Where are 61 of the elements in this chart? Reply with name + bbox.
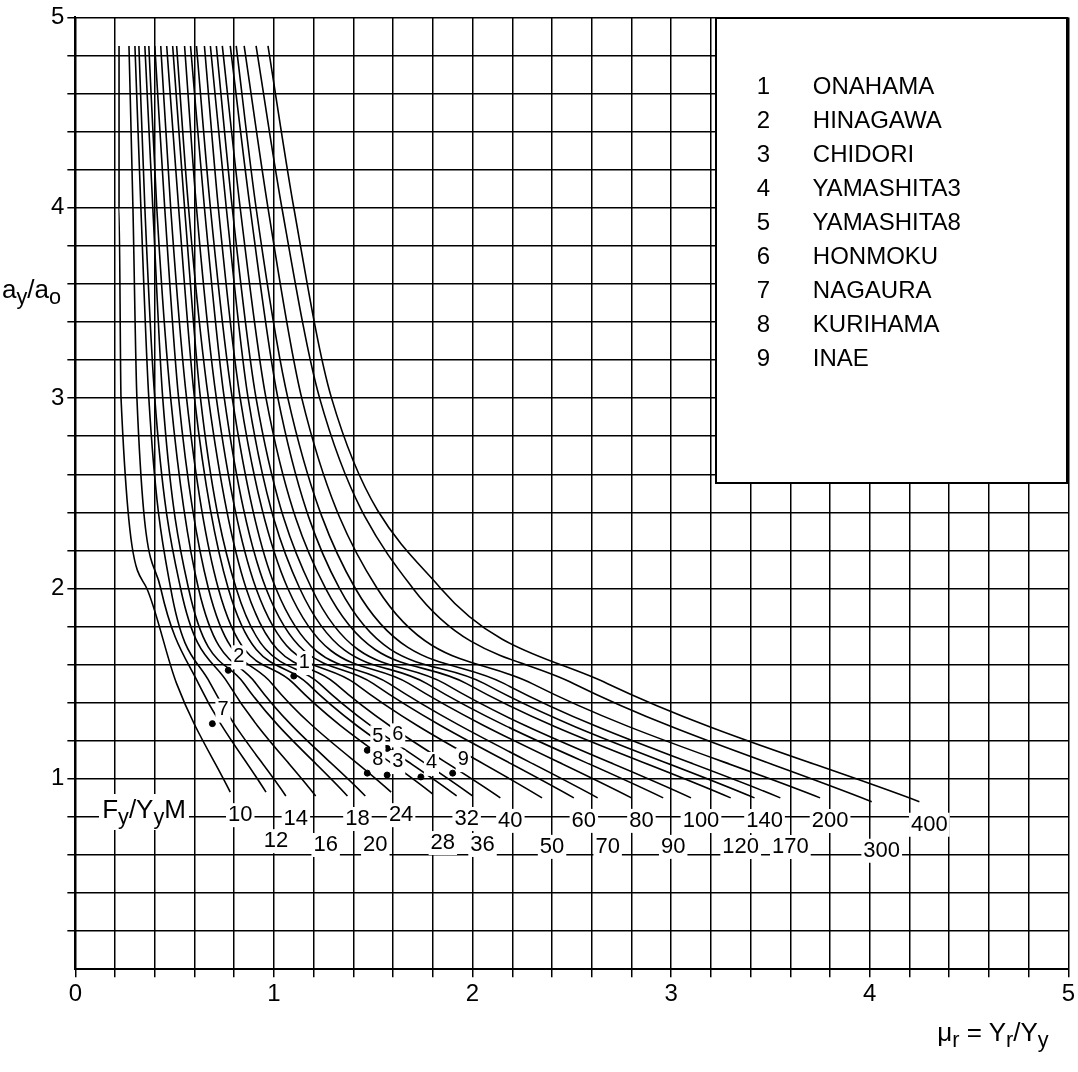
y-axis-title: a$_{y}$/a$_{o}$ bbox=[2, 274, 62, 311]
y-tick-label: 3 bbox=[50, 382, 65, 410]
series-label: 300 bbox=[863, 836, 901, 862]
point bbox=[208, 720, 216, 728]
series-label: 200 bbox=[811, 806, 849, 832]
series-label: 32 bbox=[454, 805, 479, 831]
point bbox=[363, 746, 371, 754]
x-tick-label: 2 bbox=[465, 979, 480, 1007]
y-tick-label: 5 bbox=[50, 2, 65, 30]
series-label: 120 bbox=[722, 832, 760, 858]
series-label: 20 bbox=[363, 831, 388, 857]
series-label: 16 bbox=[313, 831, 338, 857]
annotation: 1 ONAHAMA bbox=[756, 71, 936, 102]
y-tick-label: 1 bbox=[50, 763, 65, 791]
annotation: 2 HINAGAWA bbox=[756, 105, 943, 136]
series-label: 60 bbox=[571, 806, 597, 832]
x-tick-label: 5 bbox=[1061, 979, 1076, 1007]
x-tick-label: 1 bbox=[267, 979, 281, 1007]
annotation: 3 CHIDORI bbox=[756, 139, 916, 170]
series-label: 400 bbox=[911, 810, 948, 836]
annotation: 4 bbox=[425, 750, 438, 773]
series-label: 140 bbox=[746, 806, 783, 832]
annotation: 1 bbox=[298, 649, 310, 672]
series-label: 12 bbox=[263, 827, 289, 853]
point bbox=[383, 771, 391, 779]
annotation: 5 bbox=[372, 723, 384, 746]
x-tick-label: 0 bbox=[68, 979, 83, 1007]
point bbox=[417, 773, 425, 781]
y-tick-label: 2 bbox=[50, 573, 65, 601]
legend-title: F$_{y}$/Y$_{y}$M bbox=[99, 794, 189, 831]
annotation: 9 bbox=[457, 746, 469, 769]
y-tick-label: 4 bbox=[50, 192, 65, 220]
point bbox=[290, 672, 298, 680]
series-label: 100 bbox=[682, 806, 720, 832]
series-label: 14 bbox=[283, 805, 309, 831]
annotation: 4 YAMASHITA3 bbox=[756, 173, 962, 204]
x-tick-label: 4 bbox=[863, 979, 877, 1007]
annotation: 7 bbox=[217, 697, 229, 720]
series-label: 18 bbox=[345, 805, 370, 831]
annotation: 6 bbox=[392, 721, 404, 744]
series-label: 170 bbox=[772, 832, 809, 858]
x-axis-title: μ$_{r}$ = Y$_{r}$/Y$_{y}$ bbox=[937, 1017, 1049, 1054]
point bbox=[449, 769, 457, 777]
annotation: 2 bbox=[233, 643, 245, 666]
series-label: 50 bbox=[539, 832, 565, 858]
annotation: 8 bbox=[372, 746, 384, 769]
series-label: 28 bbox=[430, 829, 456, 855]
annotation: 8 KURIHAMA bbox=[756, 309, 941, 340]
series-label: 36 bbox=[470, 831, 495, 857]
series-label: 90 bbox=[660, 832, 686, 858]
series-label: 24 bbox=[388, 801, 414, 827]
series-label: 10 bbox=[228, 801, 253, 827]
annotation: 7 NAGAURA bbox=[756, 275, 933, 306]
series-label: 70 bbox=[595, 832, 620, 858]
series-label: 80 bbox=[629, 806, 654, 832]
annotation: 3 bbox=[392, 748, 404, 771]
annotation: 6 HONMOKU bbox=[756, 241, 940, 272]
annotation: 5 YAMASHITA8 bbox=[756, 207, 962, 238]
annotation: 9 INAE bbox=[756, 343, 870, 374]
x-tick-label: 3 bbox=[664, 979, 678, 1007]
series-label: 40 bbox=[498, 806, 523, 832]
